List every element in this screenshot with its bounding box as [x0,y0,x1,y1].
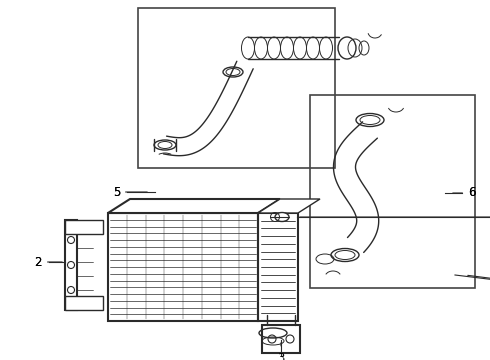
Text: 1: 1 [468,275,490,292]
Bar [138,8,335,168]
Bar [262,325,300,353]
Polygon shape [108,199,280,213]
Polygon shape [65,220,103,234]
Text: 6: 6 [468,186,475,199]
Bar [258,213,298,321]
Polygon shape [258,199,320,213]
Ellipse shape [331,248,359,261]
Ellipse shape [259,328,287,338]
Ellipse shape [275,212,289,221]
Ellipse shape [338,37,356,59]
Text: 2: 2 [34,256,42,269]
Ellipse shape [223,67,243,77]
Text: 2: 2 [34,256,62,269]
Text: 6: 6 [453,186,475,199]
Polygon shape [65,296,103,310]
Ellipse shape [356,113,384,126]
Bar [108,213,258,321]
Ellipse shape [154,140,176,150]
Bar [310,95,475,288]
Polygon shape [65,220,77,310]
Text: 5: 5 [113,185,120,198]
Text: 4: 4 [300,211,490,224]
Text: 3: 3 [277,343,285,360]
Text: 5: 5 [113,185,147,198]
